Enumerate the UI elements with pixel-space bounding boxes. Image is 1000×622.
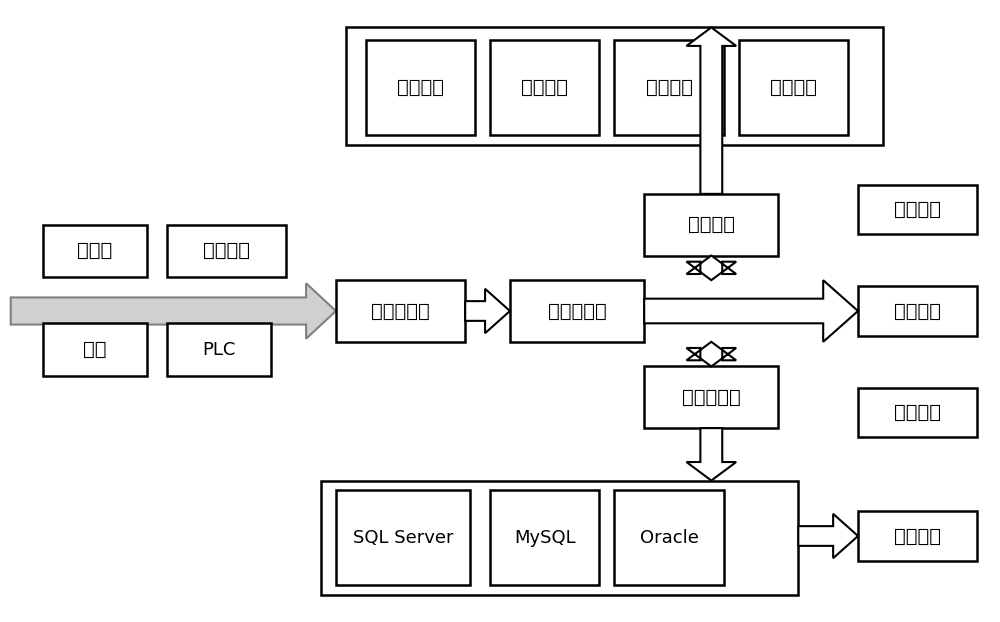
Text: 变量报警: 变量报警 [894, 302, 941, 320]
Polygon shape [686, 428, 736, 481]
Polygon shape [686, 342, 736, 366]
Text: 机床: 机床 [83, 340, 107, 359]
Text: MySQL: MySQL [514, 529, 576, 547]
Text: 机器人: 机器人 [77, 241, 112, 261]
Text: 设备数据表: 设备数据表 [371, 302, 430, 320]
Bar [366, 40, 475, 136]
Bar [321, 481, 798, 595]
Text: Oracle: Oracle [640, 529, 698, 547]
Bar [614, 40, 724, 136]
Text: 连接数据库: 连接数据库 [682, 388, 741, 407]
Text: 运行数据库: 运行数据库 [548, 302, 606, 320]
Bar [858, 511, 977, 560]
Text: 网络服务: 网络服务 [397, 78, 444, 97]
Text: 串口服务: 串口服务 [521, 78, 568, 97]
Polygon shape [465, 289, 510, 333]
Text: 转发服务: 转发服务 [770, 78, 817, 97]
Bar [346, 27, 883, 144]
Text: 数据报表: 数据报表 [894, 526, 941, 545]
Text: 画面显示: 画面显示 [894, 200, 941, 219]
Bar [336, 280, 465, 342]
Bar [858, 185, 977, 234]
Bar [167, 323, 271, 376]
Polygon shape [686, 256, 736, 280]
Bar [43, 225, 147, 277]
Polygon shape [644, 280, 858, 342]
Bar [858, 388, 977, 437]
Bar [490, 490, 599, 585]
Bar [43, 323, 147, 376]
Text: PLC: PLC [202, 340, 236, 358]
Polygon shape [798, 514, 858, 558]
Text: 远程连接: 远程连接 [646, 78, 693, 97]
Bar [510, 280, 644, 342]
Text: SQL Server: SQL Server [353, 529, 453, 547]
Polygon shape [686, 27, 736, 194]
Bar [614, 490, 724, 585]
Bar [490, 40, 599, 136]
Bar [739, 40, 848, 136]
Polygon shape [11, 283, 336, 339]
Text: 历史数据: 历史数据 [894, 403, 941, 422]
Bar [858, 286, 977, 336]
Text: 检测仪器: 检测仪器 [203, 241, 250, 261]
Bar [644, 194, 778, 256]
Text: 数据服务: 数据服务 [688, 215, 735, 234]
Bar [336, 490, 470, 585]
Bar [644, 366, 778, 428]
Bar [167, 225, 286, 277]
